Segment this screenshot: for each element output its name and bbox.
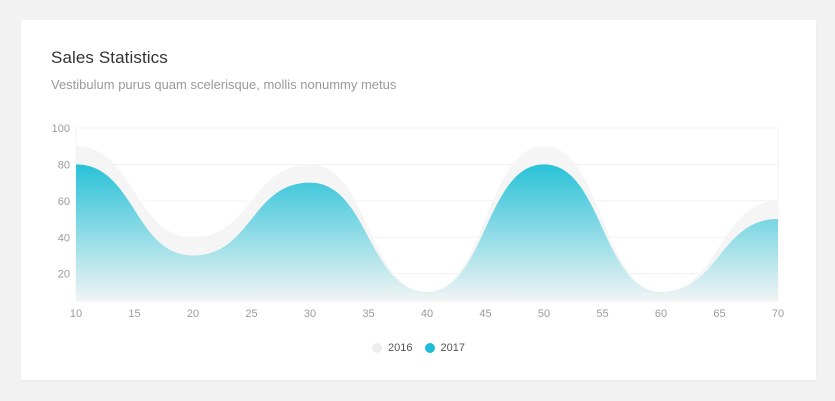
y-tick-label: 100 <box>52 123 70 135</box>
legend-label-2016: 2016 <box>388 342 413 354</box>
x-tick-label: 30 <box>304 308 316 320</box>
card-subtitle: Vestibulum purus quam scelerisque, molli… <box>51 77 397 92</box>
legend-item-2016[interactable]: 2016 <box>372 342 413 354</box>
area-chart: 20 40 60 80 100 10 15 20 25 30 35 40 45 50 55 60 65 70 <box>52 123 784 320</box>
x-tick-label: 65 <box>713 308 725 320</box>
x-tick-label: 50 <box>538 308 550 320</box>
legend-swatch-2016 <box>372 343 383 353</box>
x-tick-label: 45 <box>479 308 491 320</box>
card-title: Sales Statistics <box>51 48 168 67</box>
x-tick-label: 60 <box>655 308 667 320</box>
x-tick-label: 70 <box>772 308 784 320</box>
legend-label-2017: 2017 <box>440 342 465 354</box>
y-tick-label: 80 <box>58 159 70 171</box>
y-tick-label: 20 <box>58 269 70 281</box>
x-tick-label: 10 <box>70 308 82 320</box>
x-tick-label: 15 <box>128 308 140 320</box>
chart-legend: 2016 2017 <box>21 342 816 354</box>
x-tick-label: 55 <box>596 308 608 320</box>
y-tick-label: 40 <box>58 232 70 244</box>
sales-statistics-card: Sales Statistics Vestibulum purus quam s… <box>21 20 816 380</box>
legend-swatch-2017 <box>424 343 435 353</box>
x-tick-label: 40 <box>421 308 433 320</box>
legend-item-2017[interactable]: 2017 <box>424 342 465 354</box>
area-series-2017 <box>76 164 778 301</box>
y-tick-label: 60 <box>58 196 70 208</box>
x-tick-label: 20 <box>187 308 199 320</box>
x-tick-label: 35 <box>362 308 374 320</box>
x-tick-label: 25 <box>245 308 257 320</box>
